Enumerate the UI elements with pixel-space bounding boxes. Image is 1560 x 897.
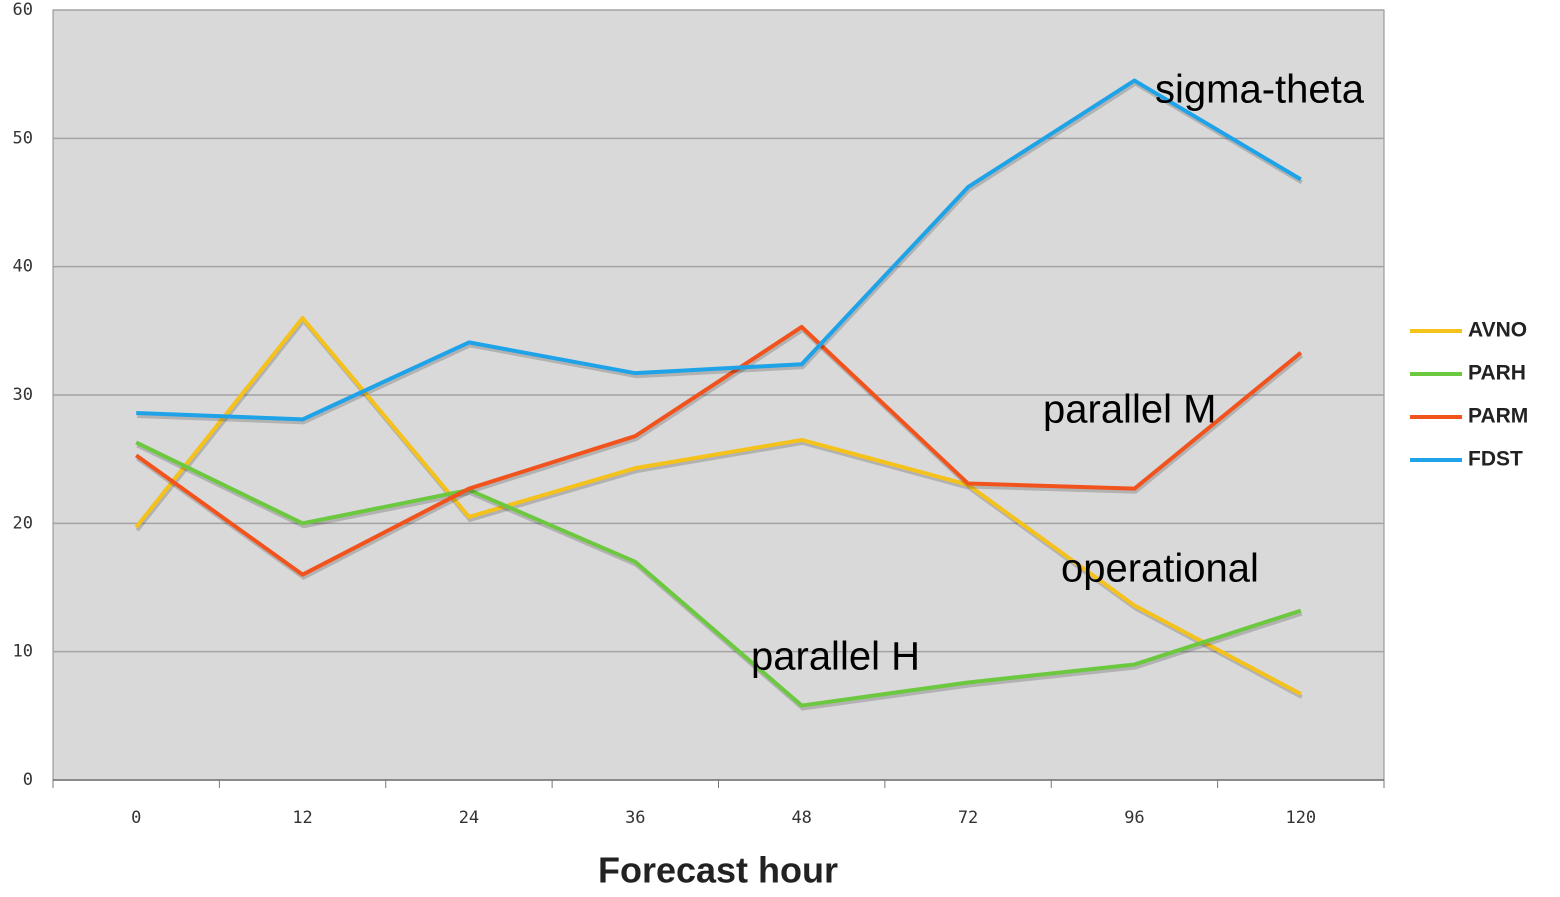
y-tick-label: 10: [13, 642, 33, 662]
x-axis-title: Forecast hour: [598, 850, 838, 891]
x-tick-label: 48: [791, 808, 811, 828]
x-tick-label: 24: [459, 808, 479, 828]
y-tick-label: 50: [13, 128, 33, 148]
line-shadow: [137, 81, 1303, 425]
annotation: sigma-theta: [1155, 68, 1365, 112]
series-line: [135, 440, 1302, 708]
annotation: parallel H: [751, 635, 920, 679]
legend-label: PARH: [1468, 362, 1526, 385]
annotation: parallel M: [1043, 388, 1216, 432]
x-tick-label: 0: [131, 808, 141, 828]
line-shadow: [136, 327, 1304, 581]
legend-label: PARM: [1468, 405, 1528, 428]
annotation: operational: [1061, 547, 1259, 591]
x-tick-label: 120: [1285, 808, 1316, 828]
y-tick-label: 0: [23, 770, 33, 790]
y-tick-label: 40: [13, 257, 33, 277]
legend-label: AVNO: [1468, 319, 1527, 342]
legend-label: FDST: [1468, 448, 1523, 471]
series-line: [136, 78, 1302, 422]
x-tick-label: 72: [958, 808, 978, 828]
y-tick-label: 20: [13, 513, 33, 533]
y-tick-label: 30: [13, 385, 33, 405]
x-tick-label: 36: [625, 808, 645, 828]
series-line: [134, 316, 1302, 696]
x-tick-label: 12: [292, 808, 312, 828]
x-tick-label: 96: [1124, 808, 1144, 828]
y-tick-label: 60: [13, 0, 33, 20]
series-line: [135, 324, 1303, 577]
